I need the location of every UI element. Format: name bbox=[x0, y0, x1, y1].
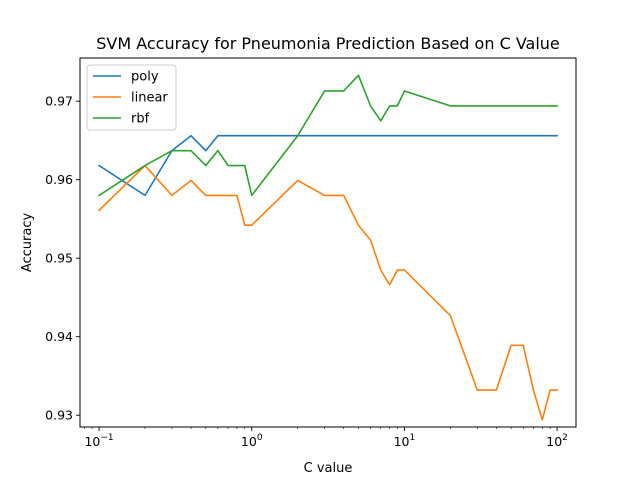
legend: poly linear rbf bbox=[86, 64, 177, 131]
x-tick-label: 101 bbox=[394, 433, 416, 449]
plot-area bbox=[97, 74, 558, 421]
legend-box bbox=[86, 64, 177, 131]
legend-label-linear: linear bbox=[131, 91, 168, 106]
legend-label-poly: poly bbox=[131, 70, 159, 85]
y-tick-label: 0.93 bbox=[45, 408, 73, 423]
axes-frame bbox=[79, 57, 577, 428]
y-axis: 0.93 0.94 0.95 0.96 0.97 bbox=[45, 94, 80, 423]
y-tick-label: 0.95 bbox=[45, 251, 73, 266]
x-tick-label: 10−1 bbox=[84, 433, 113, 449]
x-tick-label: 100 bbox=[241, 433, 263, 449]
y-tick-label: 0.96 bbox=[45, 172, 73, 187]
series-line-linear bbox=[97, 164, 558, 421]
y-tick-label: 0.94 bbox=[45, 329, 73, 344]
chart-title: SVM Accuracy for Pneumonia Prediction Ba… bbox=[96, 34, 560, 53]
x-axis: 10−1 100 101 102 bbox=[83, 427, 568, 449]
x-axis-label: C value bbox=[304, 461, 353, 476]
legend-label-rbf: rbf bbox=[131, 112, 150, 127]
series-line-rbf bbox=[97, 74, 558, 197]
y-axis-label: Accuracy bbox=[20, 213, 35, 273]
y-tick-label: 0.97 bbox=[45, 94, 73, 109]
x-tick-label: 102 bbox=[546, 433, 568, 449]
series-line-poly bbox=[97, 134, 558, 197]
